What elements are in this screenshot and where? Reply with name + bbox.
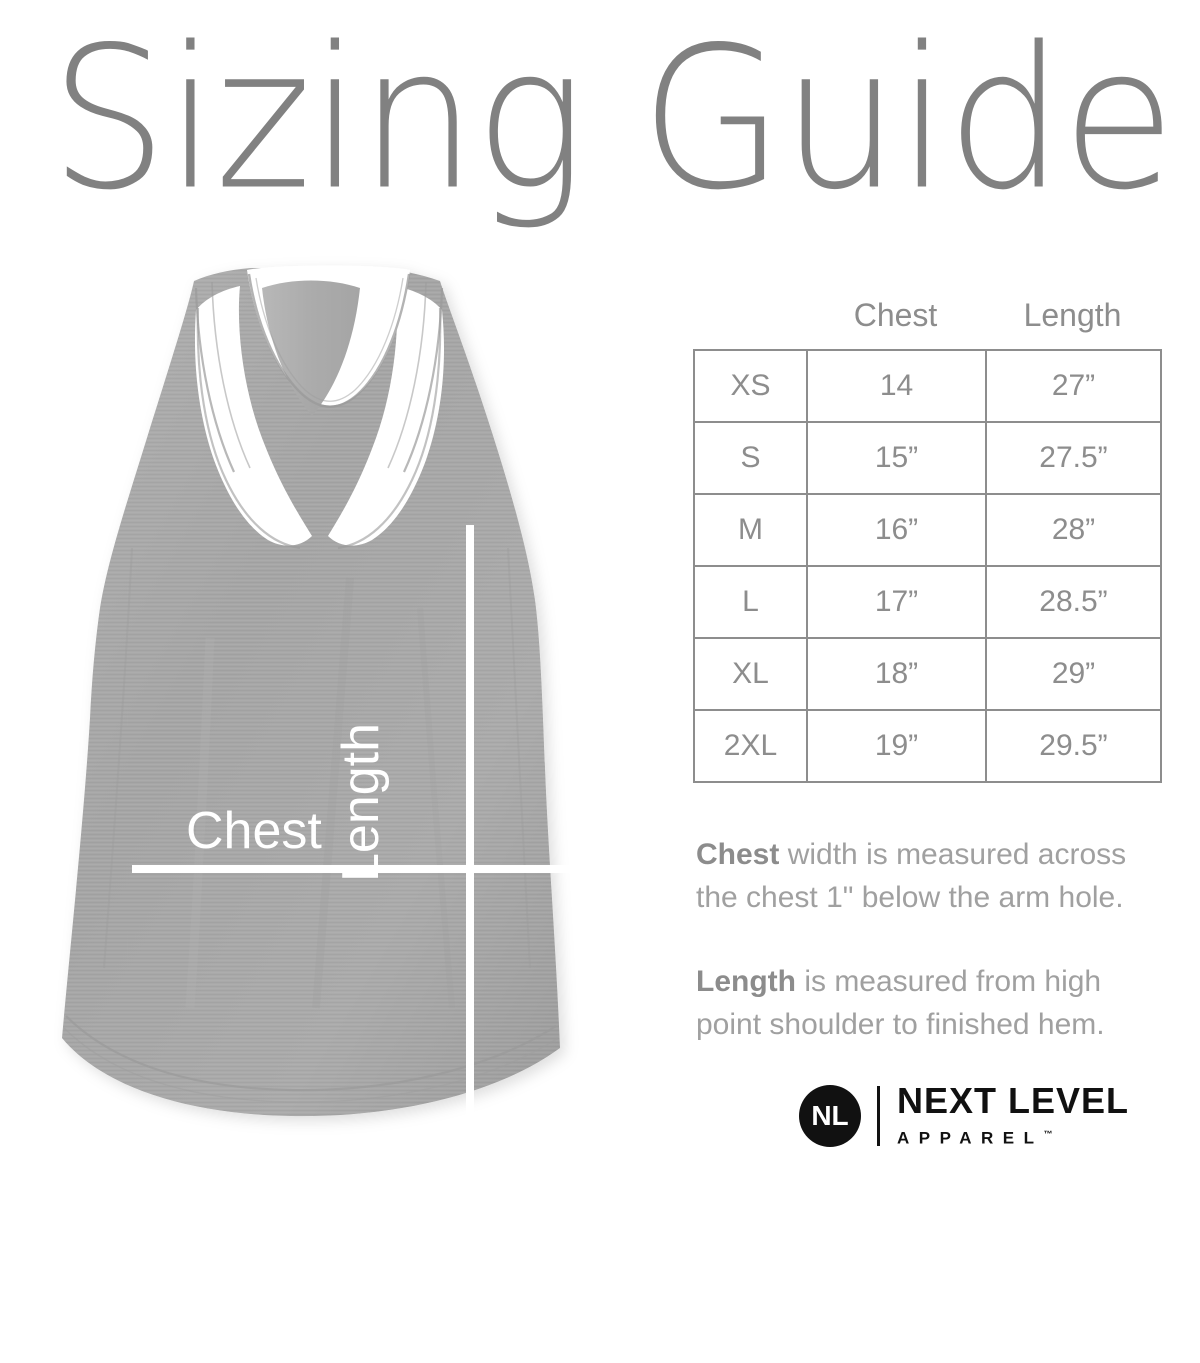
- measurement-notes: Chest width is measured across the chest…: [696, 833, 1166, 1046]
- tank-top-graphic: [62, 265, 560, 1117]
- size-column-header: [693, 297, 806, 334]
- size-table-header: Chest Length: [693, 297, 1160, 334]
- chest-note: Chest width is measured across the chest…: [696, 833, 1166, 919]
- next-level-apparel-logo: NL NEXT LEVEL APPAREL™: [799, 1082, 1129, 1150]
- logo-sub-name: APPAREL™: [897, 1123, 1129, 1150]
- cell-length: 28.5”: [985, 565, 1162, 639]
- cell-chest: 15”: [806, 421, 987, 495]
- logo-wordmark: NEXT LEVEL APPAREL™: [897, 1082, 1129, 1150]
- cell-chest: 16”: [806, 493, 987, 567]
- length-measure-line: [466, 525, 474, 1363]
- logo-brand-name: NEXT LEVEL: [897, 1080, 1130, 1121]
- cell-size: S: [693, 421, 808, 495]
- cell-size: M: [693, 493, 808, 567]
- garment-illustration: Chest Length: [0, 248, 660, 1363]
- chest-note-rest: width is measured across the chest 1" be…: [696, 838, 1127, 914]
- cell-length: 29.5”: [985, 709, 1162, 783]
- chest-measure-line: [132, 865, 596, 873]
- logo-sub-text: APPAREL: [897, 1128, 1044, 1148]
- cell-length: 28”: [985, 493, 1162, 567]
- cell-size: XS: [693, 349, 808, 423]
- logo-divider: [877, 1085, 880, 1146]
- length-measure-label: Length: [332, 722, 390, 882]
- chest-column-header: Chest: [853, 297, 938, 333]
- trademark-icon: ™: [1043, 1129, 1053, 1139]
- sizing-guide-page: Sizing Guide: [0, 4, 1176, 1363]
- cell-chest: 18”: [806, 637, 987, 711]
- nl-monogram-text: NL: [811, 1099, 849, 1131]
- cell-length: 27”: [985, 349, 1162, 423]
- length-note: Length is measured from high point shoul…: [696, 960, 1166, 1046]
- cell-chest: 19”: [806, 709, 987, 783]
- table-row: M 16” 28”: [693, 493, 1162, 567]
- page-title: Sizing Guide: [50, 4, 1176, 234]
- table-row: 2XL 19” 29.5”: [693, 709, 1162, 783]
- cell-size: 2XL: [693, 709, 808, 783]
- nl-monogram-icon: NL: [799, 1084, 861, 1147]
- length-column-header: Length: [1023, 297, 1122, 333]
- cell-size: L: [693, 565, 808, 639]
- length-note-rest: is measured from high point shoulder to …: [696, 965, 1105, 1041]
- chest-note-bold: Chest: [696, 838, 780, 871]
- cell-chest: 14: [806, 349, 987, 423]
- table-row: XL 18” 29”: [693, 637, 1162, 711]
- cell-chest: 17”: [806, 565, 987, 639]
- cell-length: 27.5”: [985, 421, 1162, 495]
- cell-size: XL: [693, 637, 808, 711]
- size-chart-table: XS 14 27” S 15” 27.5” M 16” 28” L 17” 28…: [693, 349, 1162, 783]
- table-row: XS 14 27”: [693, 349, 1162, 423]
- cell-length: 29”: [985, 637, 1162, 711]
- length-note-bold: Length: [696, 965, 796, 998]
- table-row: S 15” 27.5”: [693, 421, 1162, 495]
- chest-measure-label: Chest: [186, 802, 322, 860]
- table-row: L 17” 28.5”: [693, 565, 1162, 639]
